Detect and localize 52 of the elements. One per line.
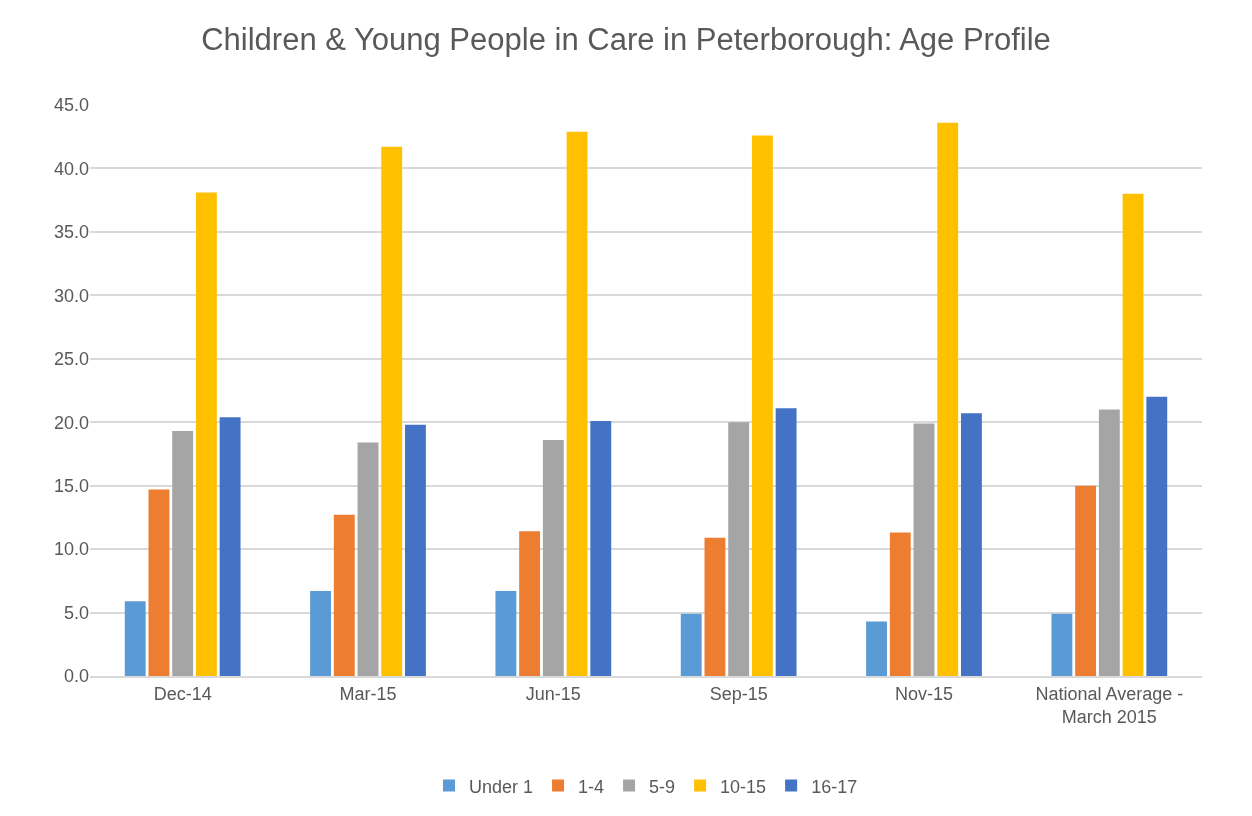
y-tick-label: 0.0	[63, 666, 89, 687]
y-tick-label: 15.0	[53, 475, 89, 496]
bar	[1051, 613, 1073, 676]
bar	[333, 514, 355, 676]
bar	[937, 122, 959, 676]
bar	[124, 601, 146, 676]
bar	[542, 439, 564, 676]
y-tick-label: 25.0	[53, 349, 89, 370]
bar	[913, 423, 935, 676]
legend-label: Under 1	[469, 776, 534, 797]
bar	[889, 532, 911, 676]
bar	[519, 531, 541, 676]
bar	[381, 146, 403, 676]
bar	[728, 422, 750, 676]
x-tick-label: Mar-15	[339, 683, 397, 704]
y-tick-label: 10.0	[53, 539, 89, 560]
bar	[961, 413, 982, 676]
bar	[680, 613, 702, 676]
bar	[566, 131, 588, 676]
y-tick-label: 35.0	[53, 222, 89, 243]
bar	[172, 431, 194, 676]
y-tick-label: 40.0	[53, 158, 89, 179]
y-tick-label: 30.0	[53, 285, 89, 306]
x-tick-label: Nov-15	[894, 683, 954, 704]
legend-label: 5-9	[649, 776, 676, 797]
bar	[751, 135, 773, 676]
bar	[1122, 193, 1144, 676]
legend-label: 10-15	[720, 776, 767, 797]
bar	[195, 192, 217, 676]
bar	[219, 417, 241, 676]
legend-label: 16-17	[811, 776, 858, 797]
x-tick-label: National Average - March 2015	[1035, 683, 1184, 727]
bar	[1098, 409, 1120, 676]
bar	[590, 420, 612, 676]
chart-title: Children & Young People in Care in Peterborough: Age Profile	[201, 22, 1051, 58]
bar	[1075, 485, 1097, 676]
bar	[357, 442, 379, 676]
x-tick-label: Jun-15	[525, 683, 581, 704]
bar	[704, 537, 726, 676]
y-tick-label: 45.0	[53, 95, 89, 116]
y-tick-label: 5.0	[63, 602, 89, 623]
bar	[866, 621, 887, 676]
bar	[310, 590, 331, 676]
bar	[775, 408, 797, 676]
y-tick-label: 20.0	[53, 412, 89, 433]
x-tick-label: Dec-14	[153, 683, 212, 704]
bar	[495, 590, 517, 676]
bar	[1146, 396, 1168, 676]
bar	[148, 489, 170, 676]
bar	[405, 424, 426, 676]
legend-label: 1-4	[578, 776, 605, 797]
x-tick-label: Sep-15	[709, 683, 768, 704]
